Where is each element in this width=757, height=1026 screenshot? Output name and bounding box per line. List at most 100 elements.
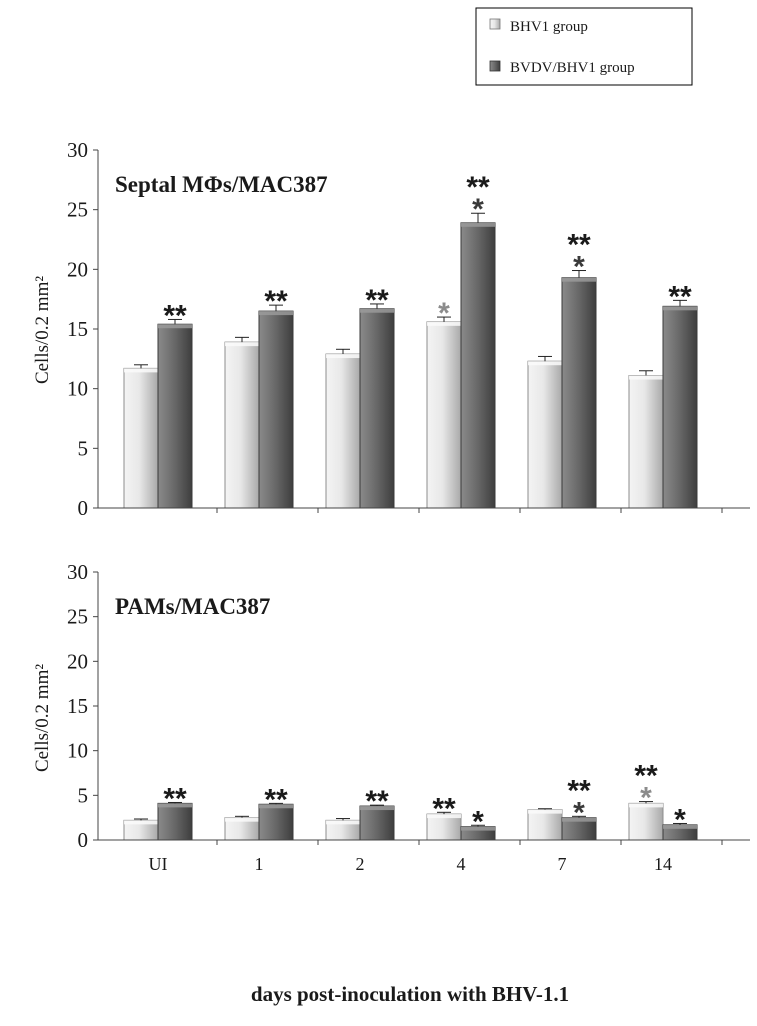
- bar-cap: [225, 342, 259, 347]
- bar-cap: [158, 324, 192, 329]
- panel-title-septal: Septal MΦs/MAC387: [115, 172, 328, 197]
- bar-cap: [158, 803, 192, 808]
- significance-marker: *: [573, 251, 585, 284]
- legend-label-bhv1: BHV1 group: [510, 19, 588, 35]
- bar-septal-bhv1-7: [527, 360, 563, 509]
- significance-marker: *: [640, 782, 652, 815]
- significance-marker: *: [472, 193, 484, 226]
- x-tick-label: UI: [149, 854, 168, 874]
- bars-pams: [123, 801, 698, 841]
- axes-septal: [97, 150, 750, 513]
- y-tick-label: 25: [67, 198, 88, 222]
- bar-cap: [259, 804, 293, 809]
- bar-cap: [360, 308, 394, 313]
- chart-panel-septal: Septal MΦs/MAC387 Cells/0.2 mm² 0 5 10 15 20…: [32, 138, 750, 520]
- x-tick-label: 7: [558, 854, 567, 874]
- significance-marker: **: [163, 782, 187, 815]
- significance-pams: ** ***** ** *** ****: [163, 760, 686, 839]
- bar-septal-bhv1-UI: [123, 367, 159, 509]
- significance-marker: *: [472, 805, 484, 838]
- y-tick-label: 10: [67, 739, 88, 763]
- bar-septal-bvdv-bhv1-14: [662, 305, 698, 509]
- bar-cap: [326, 820, 360, 825]
- bar-pams-bhv1-7: [527, 809, 563, 841]
- significance-marker: *: [674, 803, 686, 836]
- bar-cap: [427, 321, 461, 326]
- significance-marker: **: [466, 171, 490, 204]
- x-tick-label: 4: [457, 854, 466, 874]
- y-axis-label-pams: Cells/0.2 mm²: [32, 664, 53, 772]
- bar-cap: [124, 368, 158, 373]
- significance-marker: **: [163, 299, 187, 332]
- bar-septal-bvdv-bhv1-1: [258, 310, 294, 509]
- y-tick-label: 10: [67, 377, 88, 401]
- bar-cap: [562, 277, 596, 282]
- bar-septal-bhv1-2: [325, 353, 361, 509]
- x-axis-label: days post-inoculation with BHV-1.1: [251, 982, 569, 1006]
- y-tick-label: 30: [67, 138, 88, 162]
- legend-box: [475, 7, 693, 86]
- y-tick-label: 20: [67, 649, 88, 673]
- bar-cap: [629, 375, 663, 380]
- significance-marker: **: [264, 285, 288, 318]
- axes-pams: [97, 572, 750, 845]
- bar-septal-bhv1-4: [426, 321, 462, 509]
- bar-septal-bvdv-bhv1-UI: [157, 323, 193, 509]
- bar-pams-bhv1-4: [426, 813, 462, 841]
- y-ticks-septal: 0 5 10 15 20 25 30: [67, 138, 98, 520]
- significance-marker: **: [432, 792, 456, 825]
- bar-cap: [259, 311, 293, 316]
- bar-cap: [528, 361, 562, 366]
- significance-marker: **: [634, 760, 658, 793]
- y-tick-label: 0: [78, 496, 89, 520]
- bar-cap: [562, 817, 596, 822]
- bar-septal-bvdv-bhv1-7: [561, 277, 597, 509]
- y-tick-label: 15: [67, 317, 88, 341]
- bar-cap: [663, 306, 697, 311]
- significance-marker: **: [264, 783, 288, 816]
- bar-septal-bvdv-bhv1-2: [359, 308, 395, 509]
- significance-marker: **: [567, 229, 591, 262]
- y-ticks-pams: 0 5 10 15 20 25 30: [67, 560, 98, 852]
- y-tick-label: 25: [67, 605, 88, 629]
- bar-cap: [663, 824, 697, 829]
- y-tick-label: 15: [67, 694, 88, 718]
- bar-cap: [528, 809, 562, 814]
- panel-title-pams: PAMs/MAC387: [115, 594, 270, 619]
- bar-cap: [225, 817, 259, 822]
- bar-cap: [461, 826, 495, 831]
- significance-marker: *: [438, 297, 450, 330]
- legend-swatch-bhv1: [489, 18, 501, 30]
- bar-cap: [629, 803, 663, 808]
- bar-septal-bvdv-bhv1-4: [460, 222, 496, 509]
- bar-septal-bhv1-14: [628, 375, 664, 509]
- x-ticks: UI 1 2 4 7 14: [149, 854, 673, 874]
- legend: BHV1 group BVDV/BHV1 group: [475, 7, 693, 86]
- x-tick-label: 14: [654, 854, 672, 874]
- significance-marker: **: [668, 280, 692, 313]
- legend-label-bvdv-bhv1: BVDV/BHV1 group: [510, 60, 635, 76]
- bar-cap: [427, 814, 461, 819]
- y-tick-label: 20: [67, 257, 88, 281]
- y-axis-label-septal: Cells/0.2 mm²: [32, 276, 53, 384]
- significance-marker: **: [567, 774, 591, 807]
- significance-marker: **: [365, 785, 389, 818]
- bar-pams-bvdv-bhv1-2: [359, 805, 395, 841]
- significance-septal: *** ** **********: [163, 171, 692, 332]
- significance-marker: *: [573, 796, 585, 829]
- bar-septal-bhv1-1: [224, 341, 260, 509]
- bar-cap: [360, 806, 394, 811]
- legend-swatch-bvdv-bhv1: [489, 60, 501, 72]
- bar-cap: [124, 820, 158, 825]
- x-tick-label: 1: [255, 854, 264, 874]
- bars-septal: [123, 212, 698, 509]
- y-tick-label: 5: [78, 783, 89, 807]
- chart-panel-pams: PAMs/MAC387 Cells/0.2 mm² 0 5 10 15 20 25 30 *…: [32, 560, 750, 874]
- significance-marker: **: [365, 284, 389, 317]
- bar-cap: [326, 354, 360, 359]
- y-tick-label: 30: [67, 560, 88, 584]
- y-tick-label: 0: [78, 828, 89, 852]
- bar-cap: [461, 222, 495, 227]
